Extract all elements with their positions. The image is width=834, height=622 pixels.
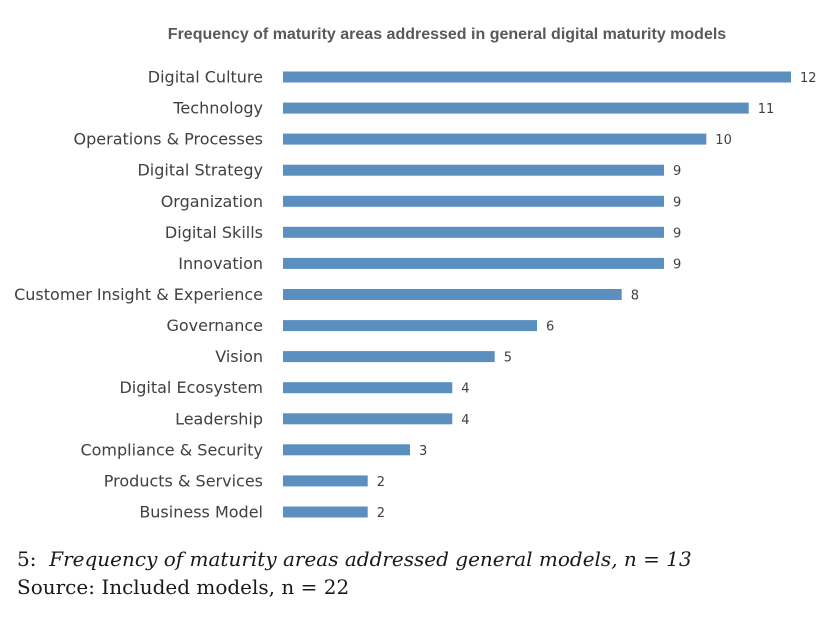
bar [283,257,664,269]
category-label: Customer Insight & Experience [14,285,263,304]
category-label: Leadership [175,409,263,428]
bar-chart: Frequency of maturity areas addressed in… [14,26,817,522]
category-label: Compliance & Security [80,440,263,459]
chart-title: Frequency of maturity areas addressed in… [168,26,726,43]
caption-source: Source: Included models, n = 22 [17,575,350,599]
bar [283,413,453,425]
bar [283,444,410,456]
bar [283,351,495,363]
bar [283,133,707,145]
chart-svg: Frequency of maturity areas addressed in… [14,26,817,522]
bar [283,226,664,238]
data-label: 9 [673,257,681,272]
data-label: 6 [546,320,554,335]
bar [283,475,368,487]
data-label: 5 [504,351,512,366]
category-label: Digital Culture [148,68,263,87]
caption-number: 5: [17,547,37,571]
category-label: Technology [172,99,263,118]
category-label: Operations & Processes [74,130,263,149]
category-labels: Digital Culture Technology Operations & Pr… [14,68,263,522]
data-label: 11 [758,102,775,117]
data-label: 4 [461,413,469,428]
data-label: 3 [419,444,427,459]
data-label: 2 [377,506,385,521]
data-label: 9 [673,226,681,241]
data-label: 9 [673,195,681,210]
category-label: Digital Skills [165,223,263,242]
bar [283,71,791,83]
caption-text: Frequency of maturity areas addressed ge… [49,547,692,571]
data-labels: 12 11 10 9 9 9 9 8 6 5 4 4 3 2 2 [377,71,817,521]
bar [283,102,749,114]
bar [283,195,664,207]
data-label: 12 [800,71,817,86]
bar [283,506,368,518]
category-label: Governance [166,316,263,335]
category-label: Organization [161,192,263,211]
data-label: 9 [673,164,681,179]
data-label: 10 [715,133,732,148]
category-label: Products & Services [104,471,263,490]
category-label: Digital Strategy [137,161,263,180]
figure-caption: 5: Frequency of maturity areas addressed… [17,549,692,569]
bars-group [283,71,791,518]
bar [283,382,453,394]
category-label: Digital Ecosystem [119,378,263,397]
category-label: Vision [215,347,263,366]
data-label: 2 [377,475,385,490]
bar [283,289,622,300]
bar [283,320,537,332]
data-label: 4 [461,382,469,397]
category-label: Business Model [139,503,263,522]
category-label: Innovation [178,254,263,273]
data-label: 8 [631,289,639,304]
bar [283,164,664,176]
